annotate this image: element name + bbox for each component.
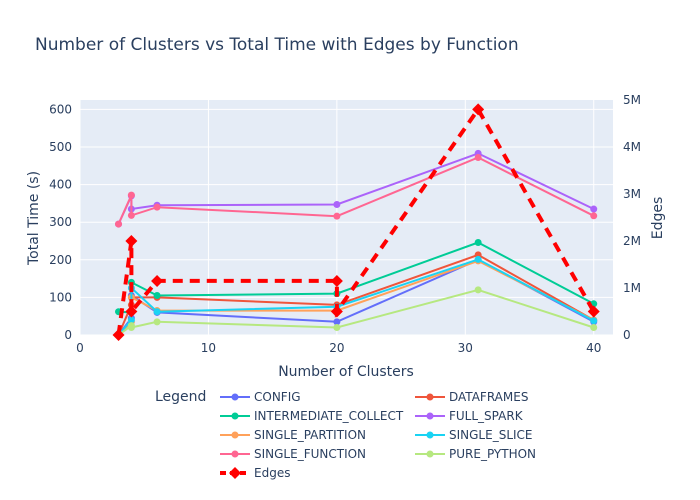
legend-swatch-marker <box>426 412 434 420</box>
y-tick-label: 0 <box>64 328 72 342</box>
data-point-full-spark <box>333 201 341 209</box>
data-point-intermediate-collect <box>474 239 482 247</box>
data-point-edges <box>330 305 343 318</box>
data-point-single-function <box>127 191 135 199</box>
legend-label: PURE_PYTHON <box>449 447 536 461</box>
data-point-edges <box>125 305 138 318</box>
legend-label: SINGLE_FUNCTION <box>254 447 366 461</box>
legend-swatch-marker <box>426 431 434 439</box>
chart-title: Number of Clusters vs Total Time with Ed… <box>35 35 519 55</box>
data-point-edges <box>330 274 343 287</box>
legend-swatch-marker <box>426 393 434 401</box>
x-axis-title: Number of Clusters <box>278 364 414 380</box>
legend-swatch-marker <box>231 450 239 458</box>
y2-tick-label: 3M <box>623 187 641 201</box>
legend-item-single-partition: SINGLE_PARTITION <box>220 428 366 442</box>
y2-axis-title: Edges <box>650 197 666 240</box>
legend-label: SINGLE_SLICE <box>449 428 533 442</box>
data-point-single-function <box>127 211 135 219</box>
series-single-function <box>115 154 598 228</box>
y-tick-label: 200 <box>49 253 72 267</box>
data-point-edges <box>472 103 485 116</box>
data-point-pure-python <box>590 323 598 331</box>
legend-item-single-slice: SINGLE_SLICE <box>415 428 533 442</box>
legend-label: SINGLE_PARTITION <box>254 428 366 442</box>
legend-label: INTERMEDIATE_COLLECT <box>254 409 404 423</box>
data-point-pure-python <box>153 318 161 326</box>
series-edges <box>112 103 600 341</box>
x-tick-label: 10 <box>201 341 216 355</box>
legend-item-full-spark: FULL_SPARK <box>415 409 524 423</box>
legend-swatch-marker <box>231 431 239 439</box>
data-point-edges <box>587 305 600 318</box>
series-pure-python <box>115 286 598 339</box>
data-point-single-function <box>115 220 123 228</box>
legend-label: Edges <box>254 466 290 480</box>
data-point-single-function <box>333 212 341 220</box>
y-axis-ticks: 0 100 200 300 400 500 600 <box>49 102 72 342</box>
data-point-edges <box>125 235 138 247</box>
legend-swatch-marker <box>231 393 239 401</box>
data-point-intermediate-collect <box>153 292 161 300</box>
data-point-single-function <box>474 154 482 162</box>
y-tick-label: 500 <box>49 140 72 154</box>
legend-label: CONFIG <box>254 390 301 404</box>
y-tick-label: 400 <box>49 178 72 192</box>
data-point-edges <box>151 274 164 287</box>
legend-item-config: CONFIG <box>220 390 301 404</box>
x-tick-label: 0 <box>76 341 84 355</box>
y-tick-label: 300 <box>49 215 72 229</box>
data-point-pure-python <box>127 323 135 331</box>
data-point-pure-python <box>333 323 341 331</box>
y2-tick-label: 2M <box>623 234 641 248</box>
legend-label: FULL_SPARK <box>449 409 524 423</box>
y-axis-title: Total Time (s) <box>26 171 42 266</box>
legend-title: Legend <box>155 389 206 405</box>
data-point-single-function <box>153 203 161 211</box>
data-point-single-slice <box>474 255 482 263</box>
legend-swatch-marker <box>229 467 241 479</box>
data-point-single-slice <box>153 308 161 316</box>
legend-item-pure-python: PURE_PYTHON <box>415 447 536 461</box>
data-point-pure-python <box>474 286 482 294</box>
data-point-config <box>333 318 341 326</box>
legend: Legend CONFIG DATAFRAMES INTERMEDIATE_COLL… <box>155 389 536 480</box>
data-point-single-slice <box>127 316 135 324</box>
series-layer <box>112 103 600 341</box>
legend-swatch-marker <box>426 450 434 458</box>
x-tick-label: 30 <box>458 341 473 355</box>
data-point-full-spark <box>590 205 598 213</box>
legend-label: DATAFRAMES <box>449 390 528 404</box>
data-point-single-function <box>590 212 598 220</box>
data-point-edges <box>112 329 125 341</box>
y2-tick-label: 0 <box>623 328 631 342</box>
y2-tick-label: 5M <box>623 93 641 107</box>
series-line-edges <box>116 105 596 336</box>
legend-swatch-marker <box>231 412 239 420</box>
y-tick-label: 600 <box>49 102 72 116</box>
y2-tick-label: 4M <box>623 140 641 154</box>
x-axis-ticks: 0 10 20 30 40 <box>76 341 601 355</box>
y2-tick-label: 1M <box>623 281 641 295</box>
y-tick-label: 100 <box>49 290 72 304</box>
legend-item-single-function: SINGLE_FUNCTION <box>220 447 366 461</box>
data-point-single-slice <box>590 317 598 325</box>
legend-item-dataframes: DATAFRAMES <box>415 390 528 404</box>
legend-item-edges: Edges <box>220 466 290 480</box>
x-tick-label: 40 <box>586 341 601 355</box>
legend-item-intermediate-collect: INTERMEDIATE_COLLECT <box>220 409 404 423</box>
x-tick-label: 20 <box>329 341 344 355</box>
y2-axis-ticks: 0 1M 2M 3M 4M 5M <box>623 93 641 342</box>
